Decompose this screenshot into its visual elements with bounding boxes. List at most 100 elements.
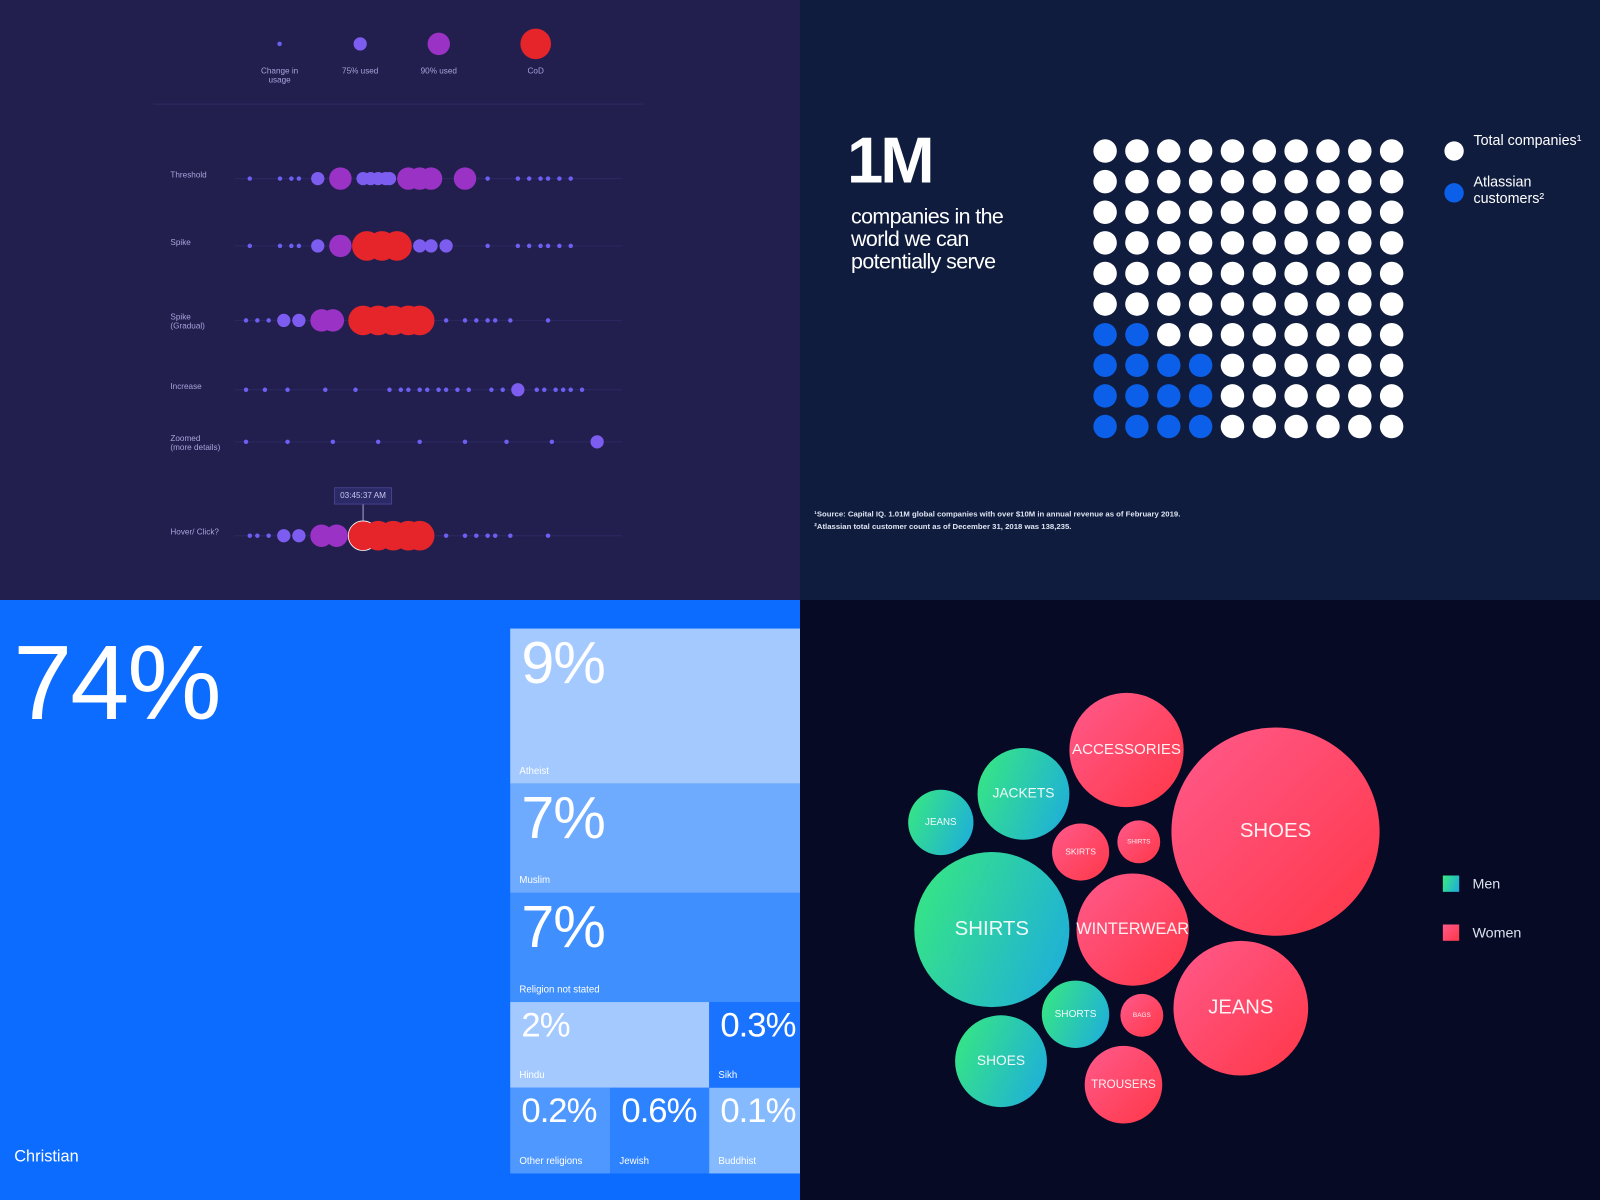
category-label: Atheist xyxy=(519,766,549,777)
usage-dot xyxy=(455,387,460,393)
usage-dot xyxy=(247,243,253,249)
waffle-dot xyxy=(1220,169,1245,194)
value-label: 0.6% xyxy=(621,1092,696,1130)
footnote: ²Atlassian total customer count as of De… xyxy=(814,522,1071,531)
text-box: Increase xyxy=(170,381,202,391)
legend-label: Total companies¹ xyxy=(1473,131,1582,148)
treemap-cell xyxy=(709,1002,800,1088)
usage-dot xyxy=(443,533,449,538)
bubble xyxy=(1120,993,1164,1037)
treemap-cell xyxy=(510,783,800,893)
usage-dot xyxy=(329,234,352,258)
usage-dot xyxy=(485,176,490,181)
waffle-dot xyxy=(1157,353,1181,378)
waffle-dot xyxy=(1188,200,1213,224)
waffle-dot xyxy=(1188,139,1213,163)
tooltip-box xyxy=(334,487,393,505)
bubble xyxy=(1173,940,1309,1076)
category-label: Muslim xyxy=(519,875,550,886)
waffle-dot xyxy=(1348,200,1372,224)
legend-swatch xyxy=(1442,924,1460,941)
usage-dot xyxy=(462,533,468,538)
waffle-dot xyxy=(1348,384,1372,408)
waffle-dot xyxy=(1252,414,1277,439)
usage-dot xyxy=(545,243,551,249)
waffle-dot xyxy=(1093,414,1117,439)
waffle-dot xyxy=(1316,261,1340,286)
usage-dot xyxy=(375,439,381,445)
legend-swatch xyxy=(1444,183,1464,203)
footnote: ¹Source: Capital IQ. 1.01M global compan… xyxy=(814,509,1180,518)
usage-dot xyxy=(325,524,348,547)
waffle-dot xyxy=(1093,231,1117,255)
waffle-dot xyxy=(1284,231,1308,255)
legend-swatch xyxy=(1444,141,1464,161)
waffle-dot xyxy=(1379,353,1404,378)
bubble-label: BAGS xyxy=(1133,1012,1151,1019)
waffle-dot xyxy=(1379,384,1404,408)
legend-label: Men xyxy=(1472,876,1500,892)
usage-dot xyxy=(474,533,479,538)
usage-dot xyxy=(413,239,427,253)
treemap-cell xyxy=(510,1087,611,1174)
waffle-dot xyxy=(1220,261,1245,286)
waffle-dot xyxy=(1157,200,1181,224)
treemap-cell xyxy=(510,892,800,1003)
legend-label: Women xyxy=(1472,925,1521,941)
waffle-dot xyxy=(1188,384,1213,408)
usage-dot xyxy=(292,529,306,543)
text-box: 75% used xyxy=(342,66,379,76)
row-label: Increase xyxy=(170,381,202,391)
usage-dot xyxy=(424,239,438,253)
usage-dot xyxy=(329,167,352,190)
usage-dot xyxy=(462,439,468,445)
legend-label: 75% used xyxy=(342,66,379,76)
legend-swatch xyxy=(353,37,367,51)
text-box: CoD xyxy=(528,66,544,75)
usage-dot xyxy=(545,533,551,538)
waffle-dot xyxy=(1125,169,1149,194)
usage-dot xyxy=(417,387,422,393)
category-label: Buddhist xyxy=(718,1156,756,1167)
waffle-dot xyxy=(1316,231,1340,255)
row-label: Threshold xyxy=(170,170,207,180)
usage-dot xyxy=(560,387,566,393)
text-box: Threshold xyxy=(170,170,207,180)
waffle-dot xyxy=(1093,384,1117,408)
waffle-dot xyxy=(1316,169,1340,194)
usage-dot xyxy=(526,243,532,249)
text-box: Total companies¹ xyxy=(1473,131,1582,148)
bubble-label: SHIRTS xyxy=(955,918,1029,940)
waffle-dot xyxy=(1252,169,1277,194)
usage-dot xyxy=(466,387,472,393)
treemap-cell xyxy=(610,1087,710,1174)
waffle-dot xyxy=(1125,353,1149,378)
waffle-dot xyxy=(1093,322,1117,347)
waffle-dot xyxy=(1379,261,1404,286)
usage-dot xyxy=(323,387,328,393)
waffle-dot xyxy=(1252,261,1277,286)
usage-dot xyxy=(277,176,283,181)
waffle-dot xyxy=(1220,322,1245,347)
waffle-dot xyxy=(1284,353,1308,378)
usage-dot xyxy=(568,387,573,393)
usage-dot xyxy=(568,176,573,181)
bubble-label: SHOES xyxy=(977,1053,1025,1068)
usage-dot xyxy=(353,387,358,393)
usage-dot xyxy=(453,167,477,190)
waffle-dot xyxy=(1252,231,1277,255)
waffle-dot xyxy=(1284,139,1308,163)
usage-dot xyxy=(545,176,551,181)
usage-dot xyxy=(549,439,555,445)
value-label: 9% xyxy=(521,629,604,696)
bubble-label: JEANS xyxy=(1208,997,1273,1019)
treemap-panel: 74% Christian 9% Atheist 7% Muslim 7% Religion … xyxy=(0,600,800,1200)
usage-dot xyxy=(492,533,498,538)
usage-dot xyxy=(277,313,291,328)
waffle-dot xyxy=(1125,200,1149,224)
row-label: Hover/ Click? xyxy=(170,527,219,537)
usage-dot xyxy=(285,387,290,393)
usage-dot xyxy=(538,176,543,181)
usage-dots-panel: Change in usage 75% used 90% used CoD Thresh… xyxy=(0,0,800,600)
waffle-dot xyxy=(1125,292,1149,316)
